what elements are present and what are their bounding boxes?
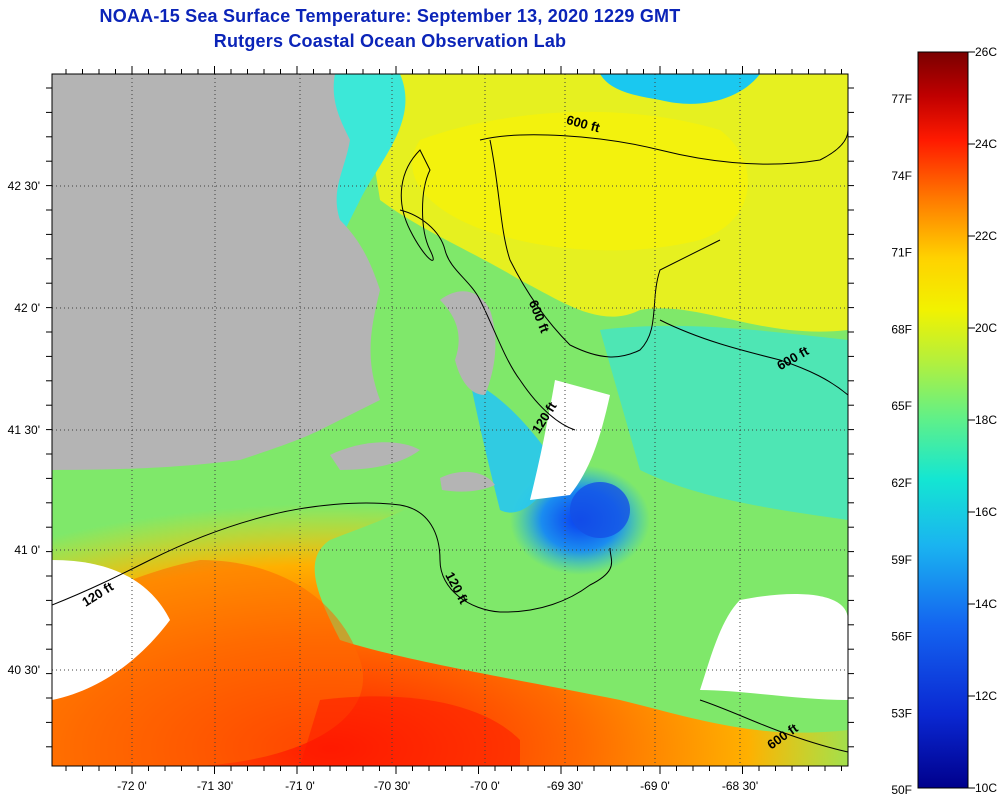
lon-tick-label: -70 30'	[374, 779, 410, 793]
colorbar-fahrenheit-label: 62F	[891, 476, 912, 490]
colorbar-celsius-label: 22C	[975, 229, 997, 243]
colorbar-fahrenheit-label: 59F	[891, 553, 912, 567]
colorbar-celsius-label: 24C	[975, 137, 997, 151]
cloud-mask-southeast	[700, 594, 848, 700]
colorbar-celsius-label: 18C	[975, 413, 997, 427]
colorbar-labels: 26C 24C 22C 20C 18C 16C 14C 12C 10C 77F 74F 71F 68F 6…	[891, 45, 997, 797]
lon-tick-label: -69 30'	[547, 779, 583, 793]
lat-tick-label: 41 30'	[8, 423, 40, 437]
colorbar-fahrenheit-label: 77F	[891, 92, 912, 106]
colorbar	[917, 51, 969, 789]
lon-tick-label: -72 0'	[117, 779, 147, 793]
contour-600ft-east	[659, 319, 848, 396]
map-subtitle: Rutgers Coastal Ocean Observation Lab	[213, 31, 567, 51]
lat-tick-label: 41 0'	[14, 543, 40, 557]
cold-core	[570, 482, 630, 538]
contour-120ft-south	[52, 502, 613, 613]
map-grid	[52, 74, 848, 766]
colorbar-fahrenheit-label: 65F	[891, 399, 912, 413]
lon-tick-label: -69 0'	[640, 779, 670, 793]
frame-ticks	[46, 66, 854, 774]
colorbar-celsius-label: 26C	[975, 45, 997, 59]
colorbar-fahrenheit-label: 53F	[891, 706, 912, 720]
lon-tick-label: -71 0'	[285, 779, 315, 793]
lat-tick-label: 42 30'	[8, 179, 40, 193]
lat-tick-label: 40 30'	[8, 663, 40, 677]
contour-bank	[400, 149, 434, 261]
land-cape-cod	[440, 291, 496, 395]
land-nantucket	[440, 471, 495, 492]
colorbar-celsius-label: 16C	[975, 505, 997, 519]
map-frame	[51, 73, 849, 767]
contour-600ft-north	[479, 129, 848, 165]
cloud-mask-cape	[530, 380, 610, 500]
lat-tick-label: 42 0'	[14, 301, 40, 315]
east-cool-band	[600, 325, 848, 520]
colorbar-celsius-label: 20C	[975, 321, 997, 335]
lon-tick-label: -68 30'	[722, 779, 758, 793]
colorbar-fahrenheit-label: 56F	[891, 630, 912, 644]
warm-core-south	[300, 696, 520, 766]
contour-120ft-cape	[399, 209, 576, 431]
cloud-mask-southwest	[52, 560, 170, 700]
lon-tick-label: -70 0'	[470, 779, 500, 793]
gulf-core	[412, 111, 748, 251]
colorbar-fahrenheit-label: 74F	[891, 169, 912, 183]
colorbar-celsius-label: 14C	[975, 597, 997, 611]
land-marthas-vineyard	[330, 442, 420, 470]
map-title: NOAA-15 Sea Surface Temperature: Septemb…	[99, 6, 681, 26]
colorbar-fahrenheit-label: 50F	[891, 783, 912, 797]
north-cool-patch	[600, 74, 760, 104]
contour-600ft-southeast	[699, 699, 848, 753]
lon-tick-label: -71 30'	[197, 779, 233, 793]
axis-labels: -72 0' -71 30' -71 0' -70 30' -70 0' -69 30' -…	[8, 179, 758, 793]
colorbar-celsius-label: 10C	[975, 781, 997, 795]
colorbar-fahrenheit-label: 71F	[891, 246, 912, 260]
contour-600ft-basin	[489, 139, 721, 358]
land-mainland	[52, 74, 380, 470]
colorbar-fahrenheit-label: 68F	[891, 322, 912, 336]
colorbar-celsius-label: 12C	[975, 689, 997, 703]
